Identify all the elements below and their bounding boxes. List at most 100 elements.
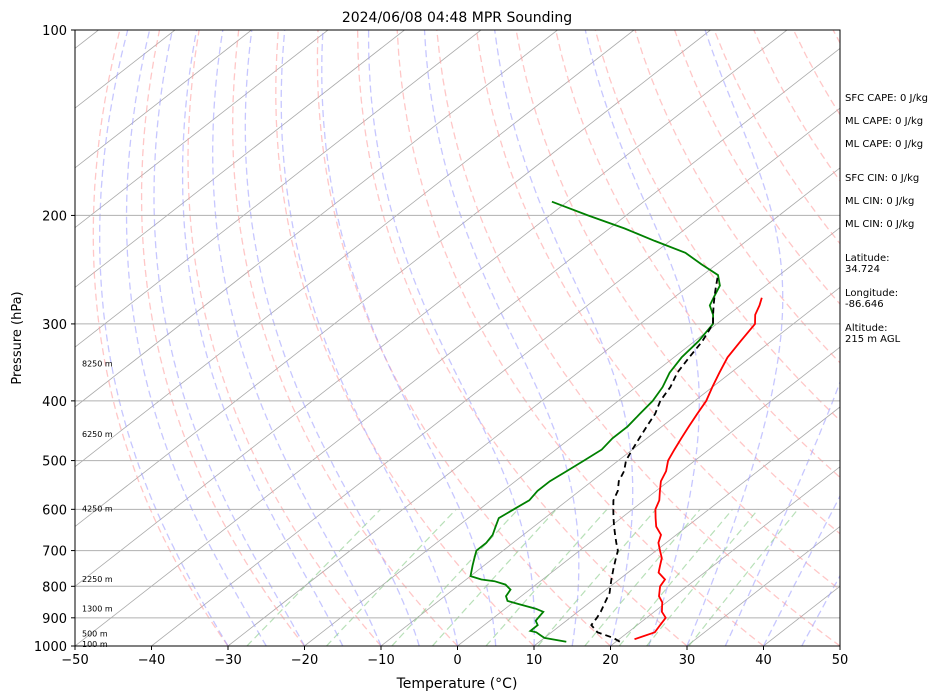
- height-label: 6250 m: [82, 430, 113, 439]
- isotherm-line: [686, 525, 840, 646]
- height-label: 4250 m: [82, 504, 113, 513]
- isotherm-line: [75, 30, 405, 288]
- dry-adiabat-line: [92, 30, 229, 646]
- isotherm-line: [75, 30, 329, 229]
- y-tick-label: 1000: [34, 640, 67, 655]
- y-tick-label: 400: [42, 395, 67, 410]
- dry-adiabat-line: [356, 30, 688, 646]
- mixing-ratio-line: [646, 508, 759, 646]
- x-tick-label: 30: [679, 653, 696, 668]
- height-label: 500 m: [82, 630, 108, 639]
- y-axis-label: Pressure (hPa): [10, 291, 25, 384]
- isotherm-line: [457, 346, 840, 646]
- moist-adiabat-line: [280, 30, 459, 646]
- background-lines: [75, 30, 840, 646]
- y-tick-label: 800: [42, 580, 67, 595]
- mixing-ratio-line: [688, 508, 799, 646]
- isotherm-line: [75, 30, 558, 408]
- mixing-ratio-line: [246, 508, 381, 646]
- moist-adiabat-line: [686, 30, 784, 646]
- isotherm-line: [227, 167, 840, 646]
- isotherm-line: [380, 286, 840, 646]
- mixing-ratio-line: [326, 508, 457, 646]
- x-tick-label: −20: [291, 653, 318, 668]
- x-tick-label: −40: [138, 653, 165, 668]
- x-tick-label: −50: [61, 653, 88, 668]
- moist-adiabat-line: [423, 30, 580, 646]
- isotherm-line: [75, 30, 482, 348]
- ml-cin-label: ML CIN: 0 J/kg: [845, 196, 915, 207]
- x-tick-label: 40: [755, 653, 772, 668]
- moist-adiabat-line: [724, 380, 840, 646]
- isotherm-line: [75, 30, 788, 587]
- height-label: 1300 m: [82, 605, 113, 614]
- x-tick-label: 50: [832, 653, 849, 668]
- x-axis-label: Temperature (°C): [396, 676, 518, 692]
- dry-adiabat-line: [187, 30, 382, 646]
- y-tick-label: 600: [42, 503, 67, 518]
- isotherm-line: [533, 406, 840, 646]
- moist-adiabat-line: [125, 30, 267, 646]
- mixing-ratio-line: [391, 508, 519, 646]
- mixing-ratio-line: [537, 508, 657, 646]
- y-tick-label: 900: [42, 612, 67, 627]
- mixing-ratio-line: [618, 508, 733, 646]
- height-label: 2250 m: [82, 575, 113, 584]
- x-tick-label: 0: [453, 653, 461, 668]
- isotherm-line: [75, 30, 635, 468]
- moist-adiabat-line: [584, 30, 700, 646]
- x-tick-label: 20: [602, 653, 619, 668]
- sfc-cape-label: SFC CAPE: 0 J/kg: [845, 93, 928, 104]
- isotherm-line: [75, 30, 176, 109]
- dry-adiabat-line: [436, 30, 840, 646]
- isotherm-line: [304, 227, 840, 646]
- ml-cape-label-2: ML CAPE: 0 J/kg: [845, 139, 924, 150]
- chart-title: 2024/06/08 04:48 MPR Sounding: [342, 10, 572, 26]
- moist-adiabat-line: [99, 30, 229, 646]
- dry-adiabat-line: [140, 30, 306, 646]
- dry-adiabat-line: [316, 30, 611, 646]
- x-tick-label: 10: [526, 653, 543, 668]
- y-tick-label: 500: [42, 455, 67, 470]
- sfc-cin-label: SFC CIN: 0 J/kg: [845, 173, 920, 184]
- moist-adiabat-line: [801, 574, 840, 646]
- parcel-path-line: [590, 274, 719, 643]
- isotherm-line: [151, 107, 840, 646]
- moist-adiabat-line: [181, 30, 344, 646]
- y-axis: 100 200 300 400 500 600 700 800 900 1000: [34, 24, 75, 655]
- ml-cin-label-2: ML CIN: 0 J/kg: [845, 219, 915, 230]
- isotherm-line: [610, 466, 840, 646]
- height-label: 100 m: [82, 640, 108, 649]
- dry-adiabat-line: [555, 30, 840, 479]
- isotherm-line: [75, 30, 252, 169]
- temperature-profile-line: [634, 297, 763, 641]
- y-tick-label: 700: [42, 545, 67, 560]
- moist-adiabat-line: [153, 30, 306, 646]
- longitude-label: Longitude: -86.646: [845, 288, 899, 310]
- mixing-ratio-line: [485, 508, 608, 646]
- x-axis: −50 −40 −30 −20 −10 0 10 20 30 40 50: [61, 646, 848, 668]
- moist-adiabat-line: [494, 30, 634, 646]
- dry-adiabat-line: [594, 30, 840, 422]
- isotherm-line: [75, 30, 711, 527]
- x-tick-label: −30: [214, 653, 241, 668]
- altitude-label: Altitude: 215 m AGL: [845, 323, 901, 345]
- dry-adiabat-line: [232, 30, 458, 646]
- latitude-label: Latitude: 34.724: [845, 253, 890, 275]
- height-label: 8250 m: [82, 360, 113, 369]
- ml-cape-label: ML CAPE: 0 J/kg: [845, 116, 924, 127]
- moist-adiabat-line: [762, 494, 840, 646]
- isotherm-line: [75, 47, 840, 646]
- moist-adiabat-line: [321, 30, 497, 646]
- y-tick-label: 300: [42, 318, 67, 333]
- dry-adiabat-line: [275, 30, 535, 646]
- y-tick-label: 100: [42, 24, 67, 39]
- x-tick-label: −10: [367, 653, 394, 668]
- dry-adiabat-line: [396, 30, 764, 646]
- y-tick-label: 200: [42, 209, 67, 224]
- dewpoint-profile-line: [469, 200, 721, 643]
- moist-adiabat-line: [244, 30, 420, 646]
- moist-adiabat-line: [212, 30, 382, 646]
